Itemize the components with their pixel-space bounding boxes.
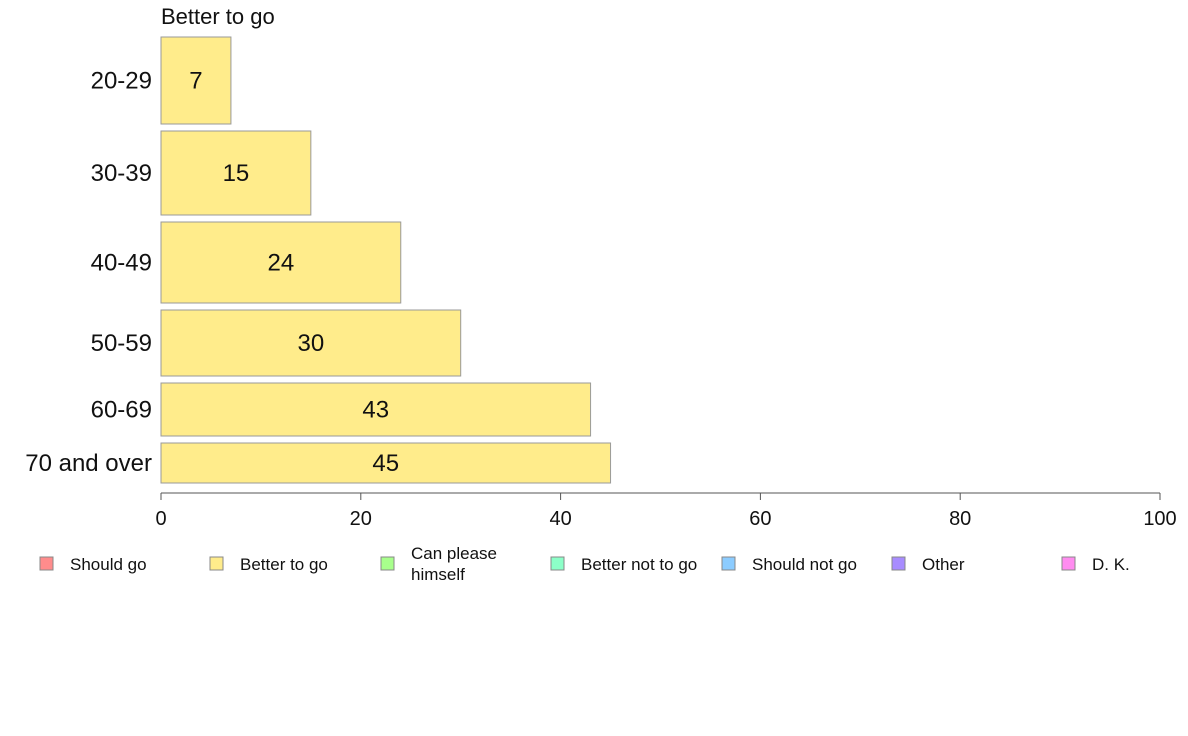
bar-60-69	[160, 382, 592, 437]
category-label: 40-49	[91, 250, 152, 277]
bar-value-label: 7	[189, 68, 202, 95]
bar-20-29	[160, 36, 232, 125]
bar-70-and-over	[160, 442, 612, 484]
legend-label: Better not to go	[581, 555, 697, 574]
legend-swatch	[39, 556, 54, 571]
x-tick-label: 40	[549, 508, 571, 530]
category-label: 60-69	[91, 397, 152, 424]
x-tick-label: 20	[350, 508, 372, 530]
x-tick-label: 60	[749, 508, 771, 530]
legend-label: Should not go	[752, 555, 857, 574]
legend-label: Better to go	[240, 555, 328, 574]
legend: Should go Better to go Can please himself Be…	[39, 544, 1130, 584]
legend-swatch	[891, 556, 906, 571]
category-label: 50-59	[91, 330, 152, 357]
legend-label: Other	[922, 555, 965, 574]
bar-30-39	[160, 130, 312, 216]
bar-value-label: 43	[362, 397, 389, 424]
chart-title: Better to go	[161, 4, 275, 29]
legend-swatch	[721, 556, 736, 571]
x-axis: 0 20 40 60 80 100	[155, 492, 1177, 530]
category-label: 20-29	[91, 68, 152, 95]
x-tick-label: 80	[949, 508, 971, 530]
legend-swatch	[1061, 556, 1076, 571]
bar-40-49	[160, 221, 402, 304]
legend-label: Can please himself	[411, 544, 497, 584]
legend-label: Should go	[70, 555, 147, 574]
category-label: 30-39	[91, 160, 152, 187]
legend-swatch	[209, 556, 224, 571]
bar-50-59	[160, 309, 462, 377]
bars-group: 20-29 7 30-39 15 40-49 24 50-59 30 60-69 43 70 and…	[25, 36, 612, 484]
category-label: 70 and over	[25, 450, 152, 477]
bar-value-label: 15	[223, 160, 250, 187]
bar-value-label: 24	[268, 250, 295, 277]
bar-value-label: 30	[297, 330, 324, 357]
x-tick-label: 100	[1143, 508, 1176, 530]
x-tick-label: 0	[155, 508, 166, 530]
legend-swatch	[550, 556, 565, 571]
bar-value-label: 45	[372, 450, 399, 477]
legend-swatch	[380, 556, 395, 571]
legend-label: D. K.	[1092, 555, 1130, 574]
